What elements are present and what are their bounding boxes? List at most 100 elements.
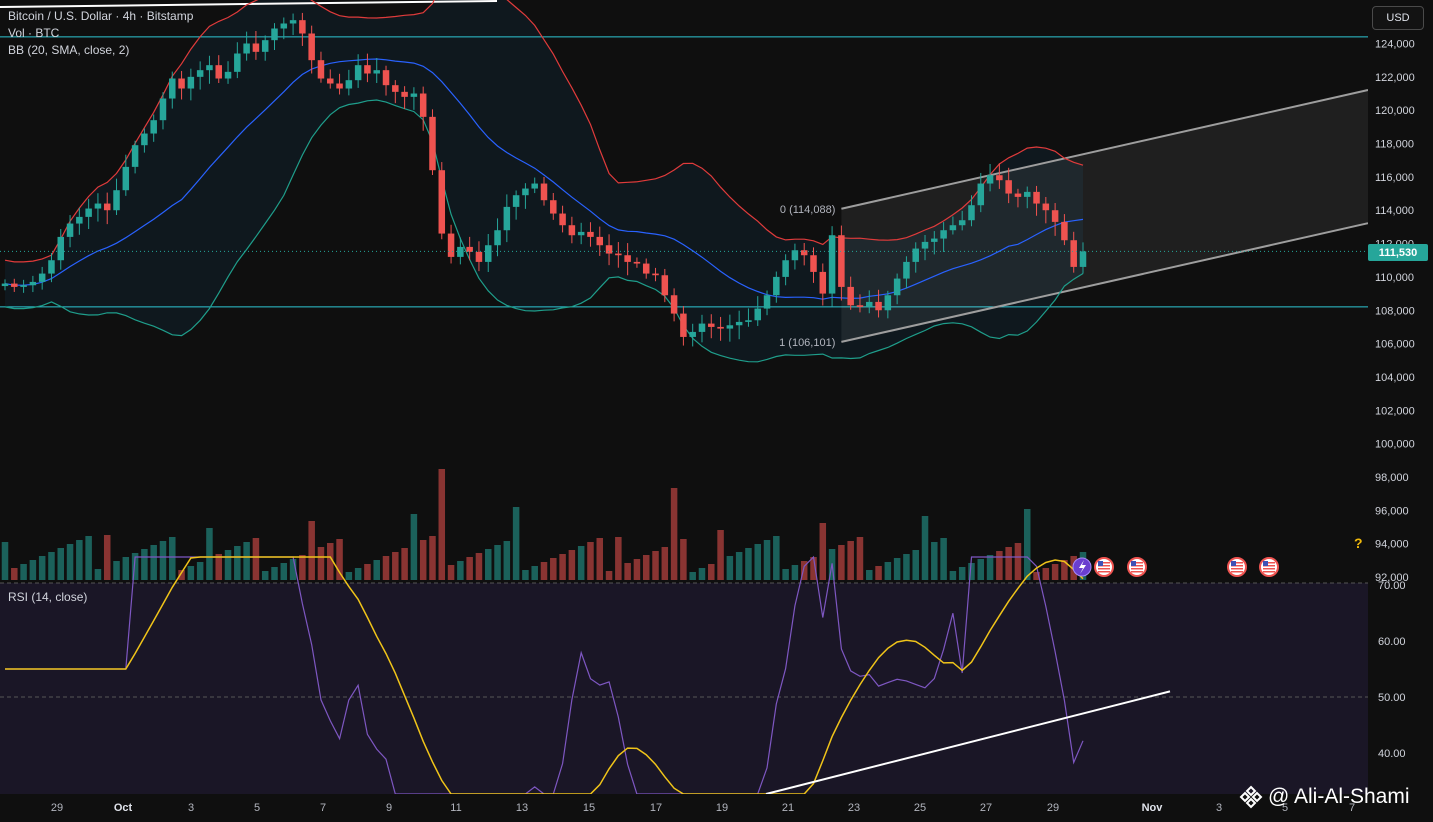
bb-legend[interactable]: BB (20, SMA, close, 2) <box>8 43 130 57</box>
candle-body <box>178 78 185 89</box>
candle-body <box>20 285 27 287</box>
question-icon[interactable]: ? <box>1354 535 1363 551</box>
time-tick-label: Oct <box>114 802 133 814</box>
candle-body <box>698 323 706 332</box>
candle-body <box>215 65 222 79</box>
volume-bar <box>466 557 473 580</box>
volume-bar <box>289 559 297 580</box>
volume-bar <box>1023 509 1031 580</box>
volume-bar <box>866 570 873 580</box>
volume-bar <box>996 551 1003 580</box>
candle-body <box>48 260 55 274</box>
volume-bar <box>540 562 548 580</box>
candle-body <box>624 255 631 262</box>
volume-bar <box>512 507 520 580</box>
volume-bar <box>447 565 455 580</box>
rsi-tick-label: 70.00 <box>1378 580 1406 592</box>
time-tick-label: 25 <box>914 802 926 814</box>
candle-body <box>1033 191 1040 204</box>
volume-bar <box>401 548 408 580</box>
channel-top-line <box>841 89 1369 210</box>
volume-bar <box>243 542 250 580</box>
candle-body <box>354 65 362 81</box>
us-flag-icon[interactable] <box>1259 557 1279 577</box>
volume-bar <box>475 553 483 580</box>
volume-bar <box>354 568 362 580</box>
candle-body <box>754 308 761 321</box>
candle-body <box>596 236 604 246</box>
candle-body <box>1005 180 1012 194</box>
candle-body <box>494 230 501 246</box>
volume-bar <box>141 549 148 580</box>
volume-bar <box>773 536 780 580</box>
candle-body <box>280 23 288 29</box>
candle-body <box>986 175 994 184</box>
symbol-legend[interactable]: Bitcoin / U.S. Dollar · 4h · Bitstamp <box>8 9 194 23</box>
time-tick-label: 9 <box>386 802 392 814</box>
candle-body <box>884 295 892 311</box>
volume-bar <box>299 555 306 580</box>
price-tick-label: 92,000 <box>1375 572 1409 584</box>
volume-bar <box>131 553 139 580</box>
volume-bar <box>642 555 650 580</box>
volume-bar <box>605 571 613 580</box>
candle-body <box>271 28 278 41</box>
time-tick-label: 7 <box>1349 802 1355 814</box>
candle-body <box>670 295 678 314</box>
volume-bar <box>708 564 715 580</box>
volume-bar <box>958 567 966 580</box>
volume-bar <box>1014 543 1022 580</box>
candle-body <box>828 235 836 294</box>
time-tick-label: 27 <box>980 802 992 814</box>
volume-bar <box>587 542 594 580</box>
time-tick-label: Nov <box>1142 802 1164 814</box>
volume-bar <box>1 542 9 580</box>
candle-body <box>150 120 157 134</box>
candle-body <box>940 230 947 239</box>
lightning-event-icon[interactable] <box>1072 557 1092 577</box>
volume-bar <box>754 544 761 580</box>
candle-body <box>392 85 399 92</box>
candle-body <box>1 283 9 287</box>
volume-bar <box>103 535 111 580</box>
us-flag-icon[interactable] <box>1227 557 1247 577</box>
candle-body <box>196 70 204 77</box>
candle-body <box>187 76 195 89</box>
volume-bar <box>327 543 334 580</box>
candle-body <box>912 248 919 262</box>
volume-bar <box>38 556 46 580</box>
candle-body <box>1042 203 1050 211</box>
volume-bar <box>763 540 771 580</box>
volume-bar <box>847 541 854 580</box>
volume-bar <box>968 563 975 580</box>
volume-bar <box>85 536 92 580</box>
bb-upper-line <box>4 0 1084 263</box>
candle-body <box>726 325 734 329</box>
volume-bar <box>550 558 557 580</box>
candle-body <box>159 98 167 121</box>
us-flag-icon[interactable] <box>1127 557 1147 577</box>
rsi-legend[interactable]: RSI (14, close) <box>8 590 88 604</box>
volume-bar <box>215 554 222 580</box>
candle-body <box>206 65 213 71</box>
currency-button[interactable]: USD <box>1372 6 1424 30</box>
volume-bar <box>912 550 919 580</box>
volume-bar <box>1051 564 1059 580</box>
volume-bar <box>624 563 631 580</box>
time-tick-label: 23 <box>848 802 860 814</box>
candle-body <box>243 43 250 54</box>
volume-bar <box>280 563 288 580</box>
volume-legend[interactable]: Vol · BTC <box>8 26 60 40</box>
time-tick-label: 7 <box>320 802 326 814</box>
candle-body <box>977 183 985 206</box>
volume-bar <box>438 469 446 580</box>
bb-lower-line <box>4 99 1084 363</box>
candle-body <box>76 216 83 224</box>
candle-body <box>1051 210 1059 222</box>
price-tick-label: 110,000 <box>1375 272 1414 284</box>
us-flag-icon[interactable] <box>1094 557 1114 577</box>
volume-bar <box>838 545 845 580</box>
candle-body <box>317 60 325 79</box>
candle-body <box>745 320 752 322</box>
